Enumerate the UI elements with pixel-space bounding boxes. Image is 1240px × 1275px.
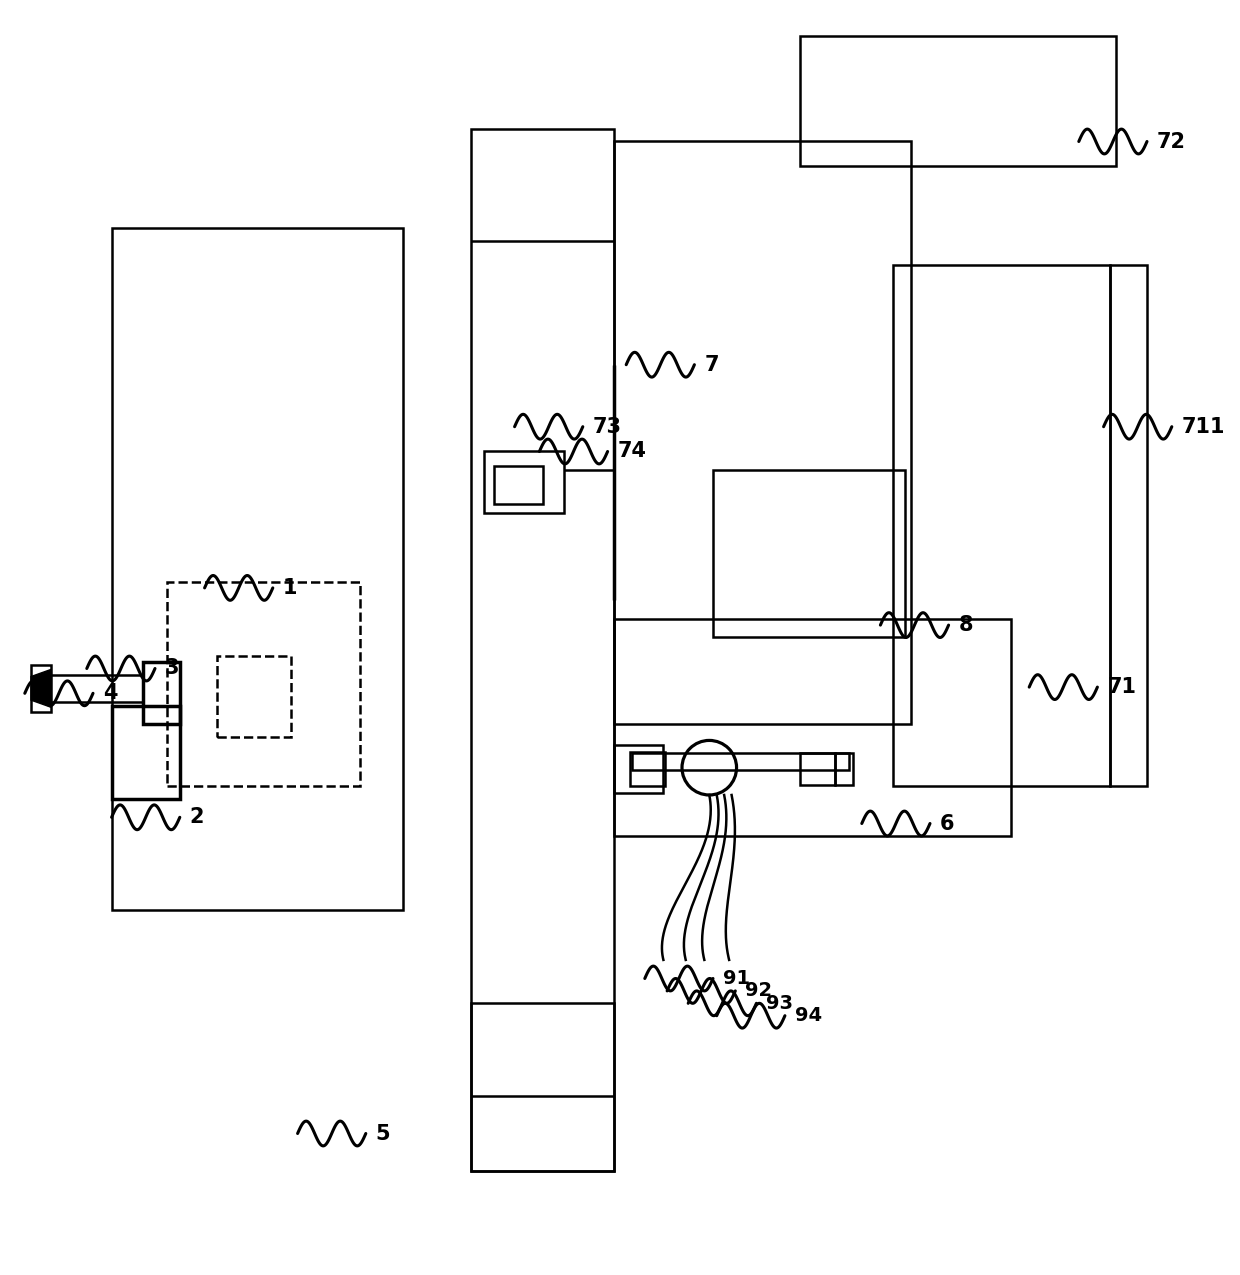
Bar <box>31 664 51 711</box>
Bar <box>1110 265 1147 787</box>
Text: 7: 7 <box>704 354 719 375</box>
Text: 8: 8 <box>959 615 973 635</box>
Bar <box>835 752 853 785</box>
Polygon shape <box>31 669 51 708</box>
Bar <box>614 618 1011 836</box>
Bar <box>630 751 665 787</box>
Text: 2: 2 <box>190 807 205 827</box>
Text: 92: 92 <box>745 982 773 1001</box>
Text: 5: 5 <box>376 1123 391 1144</box>
Text: 74: 74 <box>618 441 646 462</box>
Bar <box>893 265 1110 787</box>
Bar <box>112 705 180 798</box>
Bar <box>494 467 543 504</box>
Text: 72: 72 <box>1157 131 1185 152</box>
Text: 4: 4 <box>103 683 118 704</box>
Bar <box>632 752 849 770</box>
Bar <box>167 581 360 787</box>
Bar <box>484 451 564 514</box>
Text: 94: 94 <box>795 1006 822 1025</box>
Text: 6: 6 <box>940 813 955 834</box>
Text: 711: 711 <box>1182 417 1225 437</box>
Bar <box>50 674 143 703</box>
Bar <box>713 470 905 638</box>
Text: 91: 91 <box>723 969 750 988</box>
Text: 71: 71 <box>1107 677 1136 697</box>
Bar <box>217 657 291 737</box>
Text: 93: 93 <box>766 993 794 1012</box>
Text: 73: 73 <box>593 417 621 437</box>
Bar <box>614 142 911 724</box>
Text: 3: 3 <box>165 658 180 678</box>
Bar <box>800 36 1116 166</box>
Text: 1: 1 <box>283 578 298 598</box>
Bar <box>112 228 403 910</box>
Bar <box>471 129 614 1170</box>
Bar <box>471 1003 614 1170</box>
Bar <box>800 752 835 785</box>
Bar <box>614 746 663 793</box>
Bar <box>143 662 180 724</box>
